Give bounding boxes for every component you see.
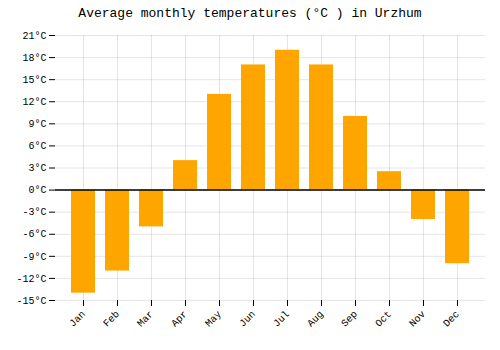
svg-text:Mar: Mar <box>135 309 156 330</box>
svg-text:-3°C: -3°C <box>22 207 46 218</box>
svg-text:12°C: 12°C <box>22 97 46 108</box>
svg-text:Jun: Jun <box>237 309 258 330</box>
svg-text:6°C: 6°C <box>28 141 46 152</box>
svg-text:0°C: 0°C <box>28 185 46 196</box>
svg-text:21°C: 21°C <box>22 31 46 42</box>
html-text:Average monthly temperatures (: Average monthly temperatures (°C ) in Ur… <box>78 6 422 21</box>
svg-text:-12°C: -12°C <box>16 274 46 285</box>
svg-text:May: May <box>203 309 224 330</box>
svg-text:-15°C: -15°C <box>16 296 46 307</box>
svg-text:-6°C: -6°C <box>22 229 46 240</box>
svg-text:Oct: Oct <box>373 309 394 330</box>
svg-text:Dec: Dec <box>441 309 462 330</box>
svg-text:9°C: 9°C <box>28 119 46 130</box>
svg-text:Nov: Nov <box>407 309 428 330</box>
svg-text:Apr: Apr <box>169 309 190 330</box>
svg-text:Sep: Sep <box>339 309 360 330</box>
svg-text:15°C: 15°C <box>22 75 46 86</box>
svg-text:3°C: 3°C <box>28 163 46 174</box>
svg-text:Jan: Jan <box>67 309 88 330</box>
svg-text:Aug: Aug <box>305 309 326 330</box>
svg-text:Feb: Feb <box>101 309 122 330</box>
svg-text:18°C: 18°C <box>22 53 46 64</box>
svg-text:Jul: Jul <box>271 309 292 330</box>
svg-text:-9°C: -9°C <box>22 252 46 263</box>
